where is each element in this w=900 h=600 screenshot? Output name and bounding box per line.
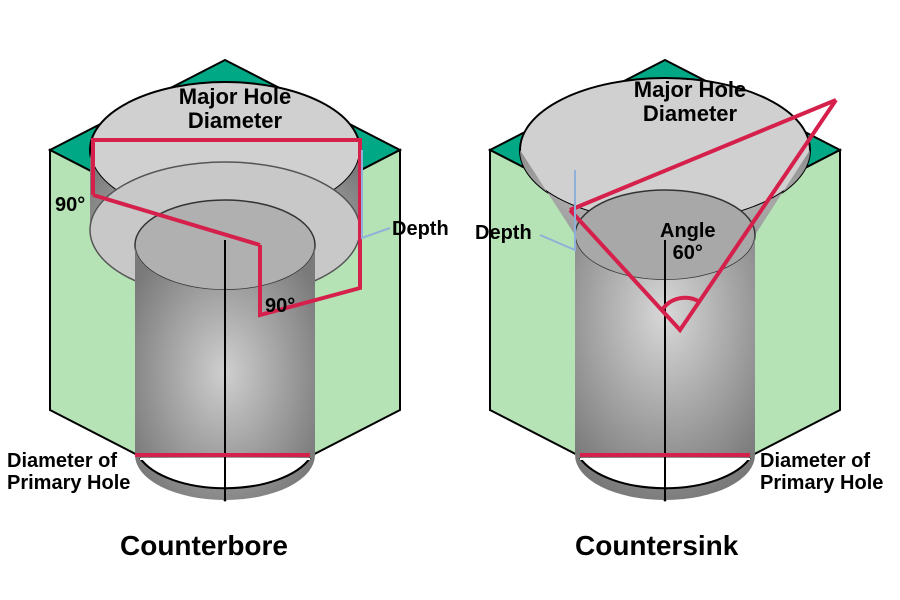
cb-angle-left-label: 90°	[55, 194, 85, 217]
cs-primary-label: Diameter ofPrimary Hole	[760, 450, 883, 494]
cs-major-hole-label: Major HoleDiameter	[595, 78, 785, 126]
cb-title: Counterbore	[120, 530, 288, 562]
cs-depth-label: Depth	[475, 222, 532, 245]
cb-depth-label: Depth	[392, 218, 449, 241]
cb-angle-right-label: 90°	[265, 295, 295, 318]
cs-angle-label: Angle60°	[660, 220, 716, 264]
cb-major-hole-label: Major HoleDiameter	[140, 85, 330, 133]
cs-title: Countersink	[575, 530, 738, 562]
cb-primary-label: Diameter ofPrimary Hole	[7, 450, 130, 494]
